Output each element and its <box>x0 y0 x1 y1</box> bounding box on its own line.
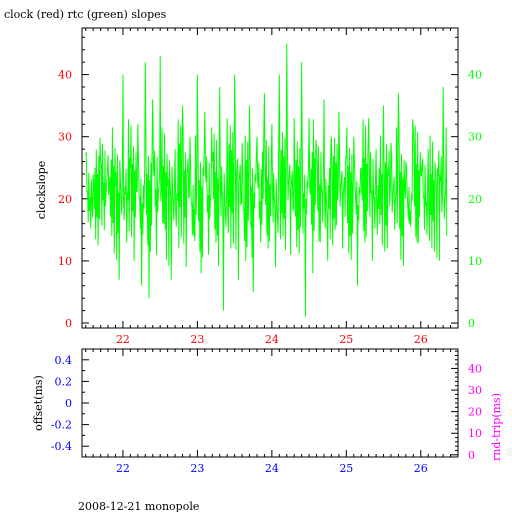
y-right-tick-label: 20 <box>468 193 482 206</box>
rnd-trip-y-axis-label: rnd-trip(ms) <box>490 393 503 461</box>
clockslope-tick-group: 22 23 24 25 26 0 10 20 30 40 0 10 20 30 40 <box>58 28 482 346</box>
x-tick-label: 22 <box>116 333 130 346</box>
y-tick-label: 20 <box>58 193 72 206</box>
footer-caption: 2008-12-21 monopole <box>78 500 199 512</box>
offset-plot-frame <box>81 348 459 458</box>
y-right-tick-label: 0 <box>468 317 475 330</box>
clockslope-panel: 22 23 24 25 26 0 10 20 30 40 0 10 20 30 40 clockslope <box>35 27 482 346</box>
y-tick-label: -0.2 <box>51 419 72 432</box>
offset-tick-group: 22 23 24 25 26 -0.4 -0.2 0 0.2 0.4 0 10 20 30 40 <box>51 348 482 475</box>
y-tick-label: 30 <box>58 131 72 144</box>
y-tick-label: 0 <box>65 317 72 330</box>
y-tick-label: 0.2 <box>55 375 73 388</box>
x-tick-label: 26 <box>414 333 428 346</box>
x-tick-label: 22 <box>116 462 130 475</box>
series-line-rtc <box>85 43 448 317</box>
y-right-tick-label: 40 <box>468 362 482 375</box>
offset-y-axis-label: offset(ms) <box>32 375 45 431</box>
y-tick-label: 10 <box>58 255 72 268</box>
x-tick-label: 26 <box>414 462 428 475</box>
y-right-tick-label: 30 <box>468 131 482 144</box>
x-tick-label: 25 <box>339 333 353 346</box>
clockslope-series-group <box>85 43 448 317</box>
x-tick-label: 23 <box>190 462 204 475</box>
x-tick-label: 24 <box>265 462 279 475</box>
y-right-tick-label: 40 <box>468 69 482 82</box>
x-tick-label: 25 <box>339 462 353 475</box>
y-tick-label: 0 <box>65 397 72 410</box>
clockslope-plot-frame <box>81 27 459 329</box>
chart-title: clock (red) rtc (green) slopes <box>4 8 167 21</box>
y-tick-label: 0.4 <box>55 354 73 367</box>
y-right-tick-label: 20 <box>468 406 482 419</box>
clockslope-y-axis-label: clockslope <box>35 161 48 219</box>
y-right-tick-label: 0 <box>468 449 475 462</box>
offset-panel: 22 23 24 25 26 -0.4 -0.2 0 0.2 0.4 0 10 20 30 40 offse… <box>32 348 503 475</box>
y-right-tick-label: 10 <box>468 427 482 440</box>
x-tick-label: 23 <box>190 333 204 346</box>
y-tick-label: 40 <box>58 69 72 82</box>
x-tick-label: 24 <box>265 333 279 346</box>
y-right-tick-label: 30 <box>468 384 482 397</box>
y-tick-label: -0.4 <box>51 440 72 453</box>
y-right-tick-label: 10 <box>468 255 482 268</box>
